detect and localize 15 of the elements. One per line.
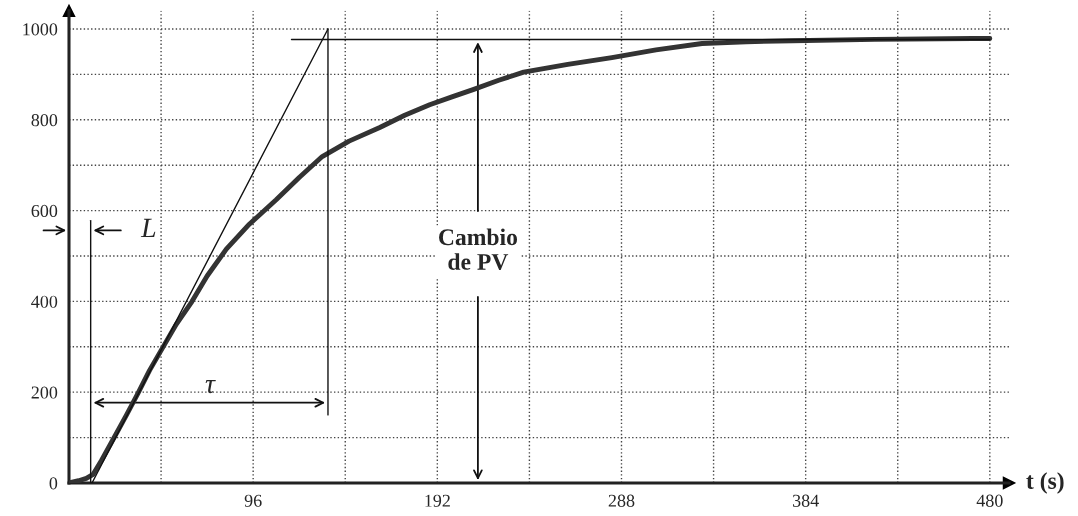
x-tick-label: 96 [244,494,262,507]
annotation: Cambio de PV [439,228,518,271]
x-axis-title: t (s) [1026,472,1064,494]
x-tick-label: 288 [608,494,635,507]
y-tick-label: 0 [49,477,58,490]
y-tick-label: 600 [31,204,58,218]
y-tick-label: 200 [31,386,58,399]
y-tick-label: 1000 [23,23,58,36]
y-tick-label: 400 [31,295,58,308]
annotation: L [140,218,156,238]
y-tick-label: 800 [31,114,58,127]
x-tick-label: 384 [792,494,819,507]
annotation: τ [205,380,216,394]
x-tick-label: 192 [425,494,450,507]
x-tick-label: 480 [976,494,1003,507]
